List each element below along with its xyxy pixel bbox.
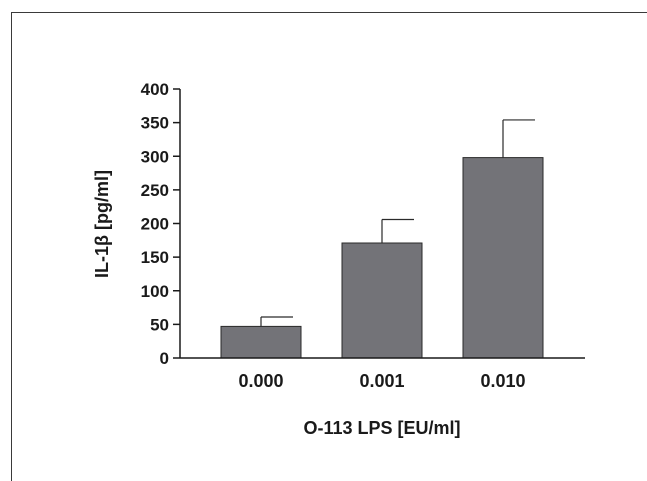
- y-tick-label: 200: [141, 215, 169, 234]
- y-tick-label: 0: [160, 349, 169, 368]
- x-tick-label: 0.000: [238, 371, 283, 391]
- y-ticks-group: 0 50 100 150 200 250 300 350 400: [141, 80, 180, 368]
- y-tick-label: 250: [141, 181, 169, 200]
- y-tick-label: 300: [141, 147, 169, 166]
- y-tick-label: 150: [141, 248, 169, 267]
- bar-0.000: [220, 325, 302, 359]
- y-axis-title: IL-1β [pg/ml]: [92, 170, 112, 278]
- bar-0.001: [341, 242, 423, 359]
- error-bars-group: [260, 119, 535, 327]
- bars-group: [220, 157, 544, 359]
- x-axis-title: O-113 LPS [EU/ml]: [303, 418, 460, 438]
- x-tick-label: 0.001: [359, 371, 404, 391]
- y-tick-label: 400: [141, 80, 169, 99]
- figure-frame: [11, 12, 647, 481]
- y-tick-label: 100: [141, 282, 169, 301]
- y-tick-label: 50: [150, 315, 169, 334]
- bar-0.010: [462, 157, 544, 359]
- y-tick-label: 350: [141, 114, 169, 133]
- x-tick-label: 0.010: [480, 371, 525, 391]
- x-labels-group: 0.000 0.001 0.010: [238, 371, 525, 391]
